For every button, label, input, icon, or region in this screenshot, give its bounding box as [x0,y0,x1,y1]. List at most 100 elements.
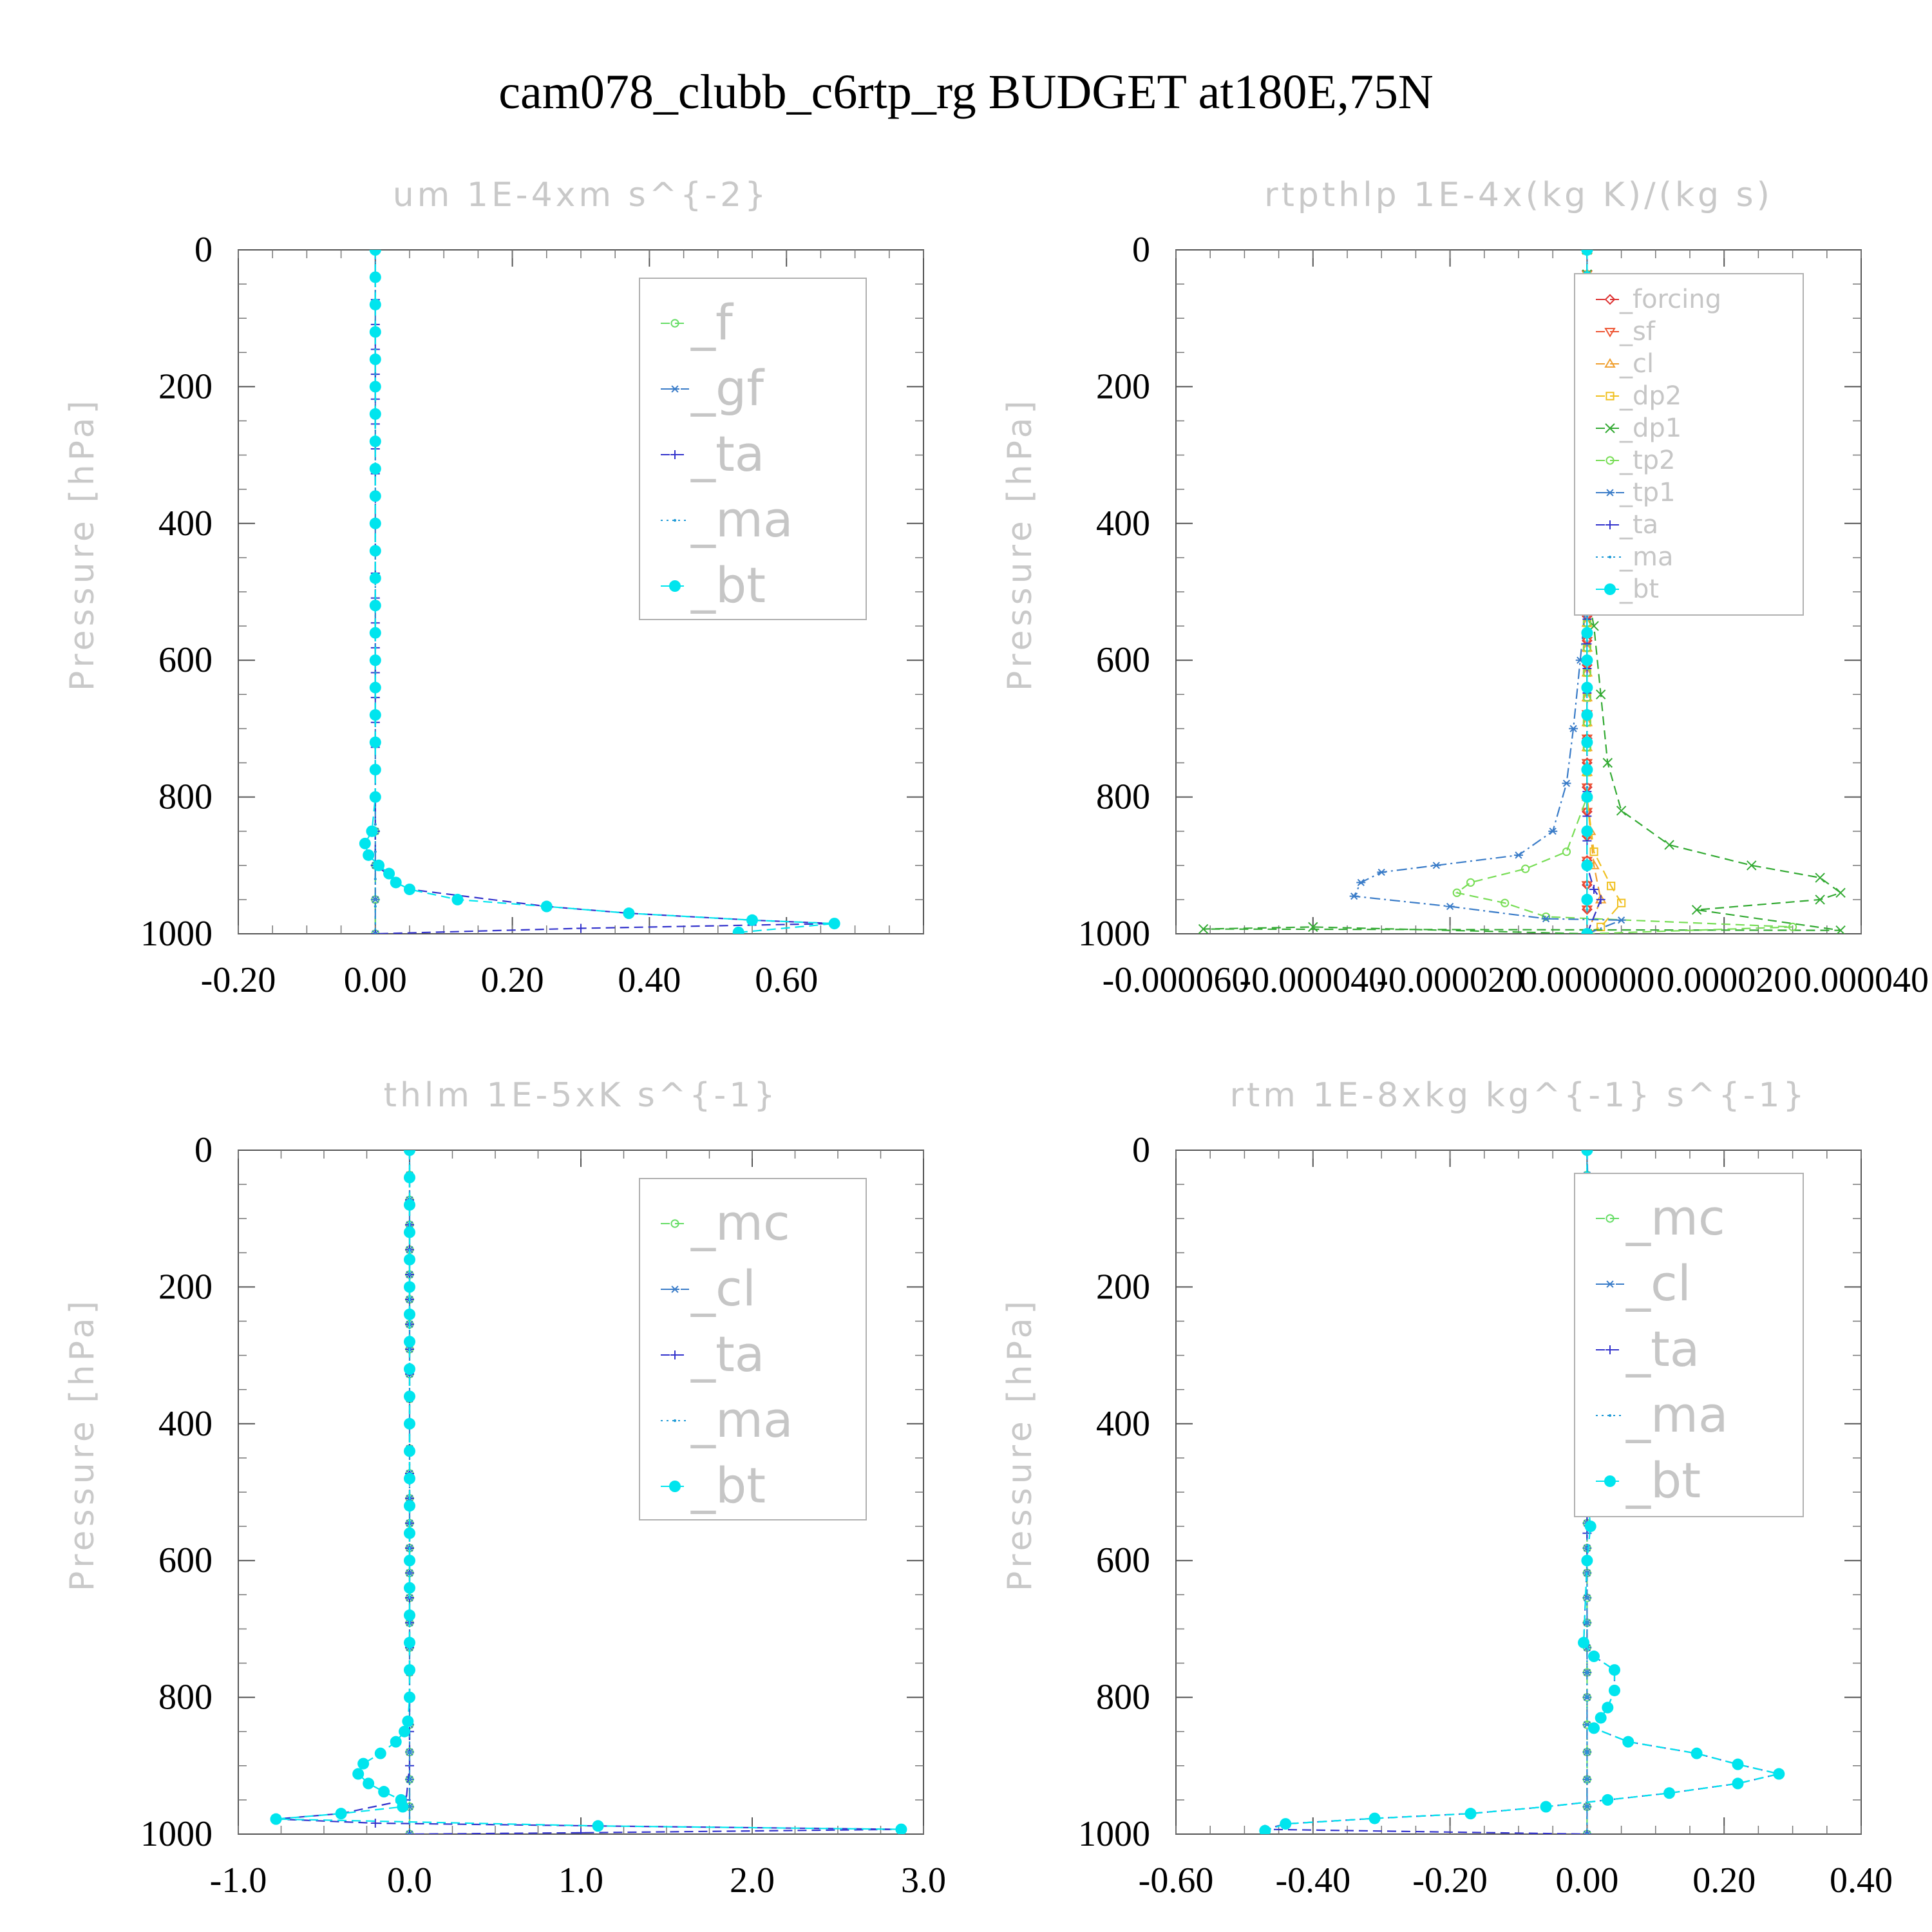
series-point-ma [374,372,377,376]
x-tick-label: 0.00 [1555,1861,1618,1900]
y-tick-label: 600 [1096,640,1150,680]
chart-panel-1: um 1E-4xm s^{-2} Pressure [hPa] 0 200 400 600… [63,176,924,1000]
series-point-bt [363,1777,375,1790]
legend-label: _dp1 [1619,413,1681,443]
legend-label: _bt [690,1457,766,1514]
legend-label: _f [690,294,734,351]
series-point-bt [1581,859,1593,871]
series-point-bt [404,1417,415,1430]
y-tick-label: 400 [158,504,213,544]
series-point-bt [373,859,385,871]
series-point-bt [369,627,381,639]
panel-title: rtpthlp 1E-4x(kg K)/(kg s) [1264,176,1773,214]
series-point-bt [1732,1758,1744,1770]
series-point-bt [1581,1150,1593,1156]
legend: _forcing _sf _cl_dp2_dp1 _tp2 _tp1 _ta_ma_bt [1574,273,1804,616]
series-point-tp1 [1356,878,1366,886]
y-tick-label: 600 [158,1540,213,1580]
series-point-tp1 [1616,916,1626,924]
panels: um 1E-4xm s^{-2} Pressure [hPa] 0 200 400 600… [63,176,1929,1900]
series-point-bt [1732,1777,1744,1790]
y-tick-label: 0 [194,1130,213,1170]
y-tick-label: 200 [158,1267,213,1307]
series-point-ta [370,929,380,934]
series-point-bt [404,1253,415,1265]
series-point-ta [576,1828,585,1834]
legend-marker [1605,520,1615,529]
series-point-ma [1586,1621,1589,1624]
legend-marker [670,1285,679,1293]
x-tick-label: 3.0 [901,1861,946,1900]
x-tick-label: -0.20 [201,960,276,1000]
x-tick-label: -0.000040 [1239,960,1387,1000]
series-point-ta [370,1819,380,1828]
legend-label: _mc [690,1194,790,1251]
x-tick-label: 0.20 [481,960,544,1000]
series-point-bt [369,572,381,584]
series-point-bt [404,1390,415,1403]
series-point-bt [369,381,381,393]
series-layer [270,1150,907,1834]
series-point-ma [374,671,377,674]
figure-title: cam078_clubb_c6rtp_rg BUDGET at180E,75N [498,65,1434,119]
series-line-tp1 [1352,250,1622,934]
series-point-ma [1586,1832,1589,1834]
series-point-bt [404,1664,415,1676]
legend-label: _gf [690,359,765,417]
chart-panel-4: rtm 1E-8xkg kg^{-1} s^{-1} Pressure [hPa]… [1001,1076,1893,1900]
legend-marker [670,450,679,459]
legend-marker [1605,489,1615,497]
series-point-bt [390,1736,402,1748]
series-point-bt [335,1808,347,1820]
series-point-bt [404,1609,415,1622]
series-point-tp1 [1541,915,1551,923]
series-point-bt [404,1691,415,1703]
series-point-ma [1586,1777,1589,1781]
x-tick-label: 0.60 [755,960,818,1000]
y-tick-label: 0 [194,230,213,270]
series-point-ta [1589,884,1599,894]
legend-label: _sf [1619,317,1656,346]
series-point-tp2 [1562,847,1571,857]
series-point-ma [408,1832,412,1834]
series-point-ta [576,923,585,933]
legend-marker [1604,1475,1616,1487]
legend-label: _ta [1619,510,1658,540]
series-point-bt [378,1786,390,1798]
series-point-tp1 [1349,892,1359,900]
legend-marker [1605,1214,1615,1223]
series-point-bt [363,849,375,861]
series-point-bt [404,1226,415,1238]
legend-label: _ma [690,491,793,548]
legend-marker [670,385,679,393]
series-point-bt [732,926,744,934]
legend-marker [669,580,681,592]
panel-title: rtm 1E-8xkg kg^{-1} s^{-1} [1229,1076,1807,1115]
legend-label: _cl [1625,1255,1691,1312]
series-point-bt [369,298,381,310]
legend-marker [1608,1414,1612,1417]
legend-marker [1604,294,1616,305]
series-point-bt [1588,1722,1600,1734]
series-point-bt [404,883,415,895]
series-point-bt [369,654,381,667]
y-tick-label: 600 [1096,1540,1150,1580]
series-point-bt [1773,1768,1785,1780]
legend-marker [1605,456,1615,465]
series-point-bt [369,791,381,803]
series-point-bt [1595,1712,1607,1724]
series-point-bt [402,1715,414,1727]
x-tick-label: 2.0 [730,1861,775,1900]
y-tick-label: 400 [158,1404,213,1444]
series-point-bt [895,1823,907,1834]
series-point-bt [1608,1684,1620,1696]
x-tick-label: 0.00 [344,960,407,1000]
series-point-bt [1588,1650,1600,1662]
series-point-bt [369,517,381,529]
series-point-bt [369,271,381,283]
series-point-ma [1586,1750,1589,1754]
series-point-bt [404,1281,415,1293]
y-tick-label: 0 [1132,230,1150,270]
series-point-bt [390,876,402,889]
series-point-ta [1582,1830,1592,1834]
